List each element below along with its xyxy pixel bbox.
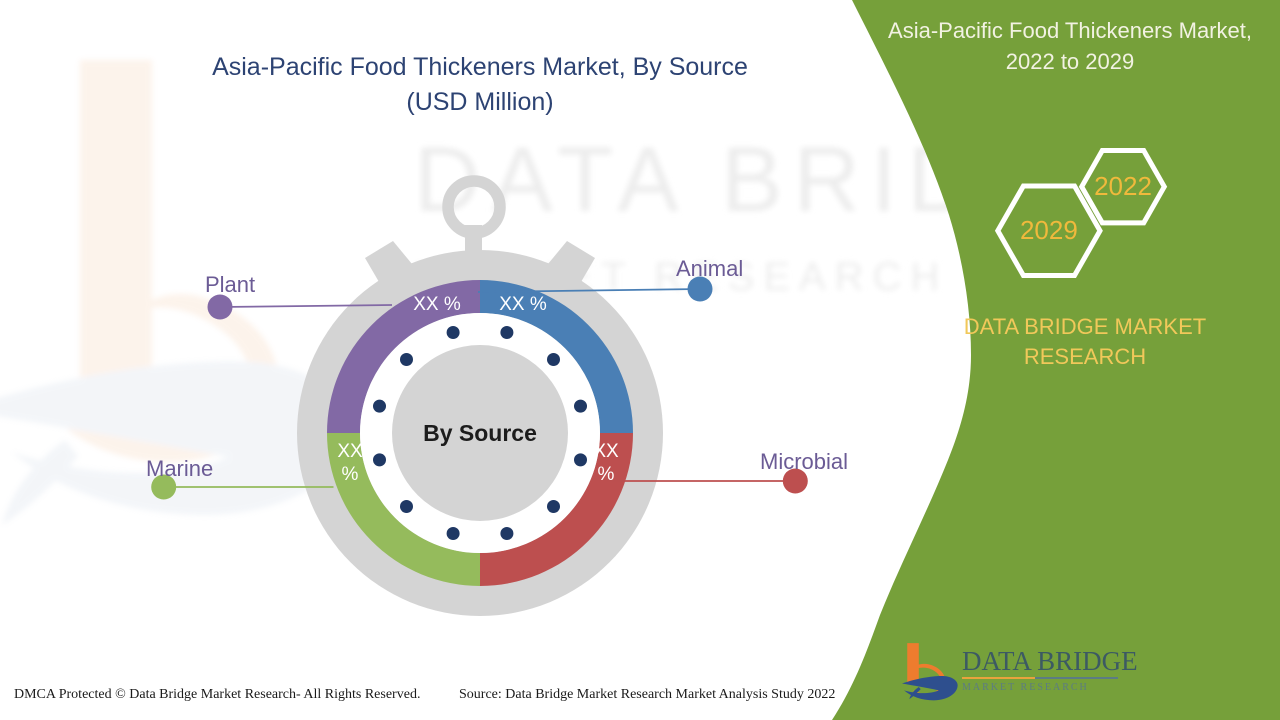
svg-text:XX: XX <box>593 441 619 462</box>
svg-text:XX %: XX % <box>413 294 461 315</box>
svg-text:%: % <box>342 464 359 485</box>
svg-text:DATA BRIDGE: DATA BRIDGE <box>962 646 1138 676</box>
svg-text:XX: XX <box>337 441 363 462</box>
svg-text:Animal: Animal <box>676 256 743 281</box>
svg-text:MARKET RESEARCH: MARKET RESEARCH <box>962 682 1089 693</box>
svg-text:By Source: By Source <box>423 420 537 446</box>
svg-text:Microbial: Microbial <box>760 449 848 474</box>
svg-text:XX %: XX % <box>499 294 547 315</box>
svg-text:Plant: Plant <box>205 272 255 297</box>
svg-text:Marine: Marine <box>146 456 213 481</box>
